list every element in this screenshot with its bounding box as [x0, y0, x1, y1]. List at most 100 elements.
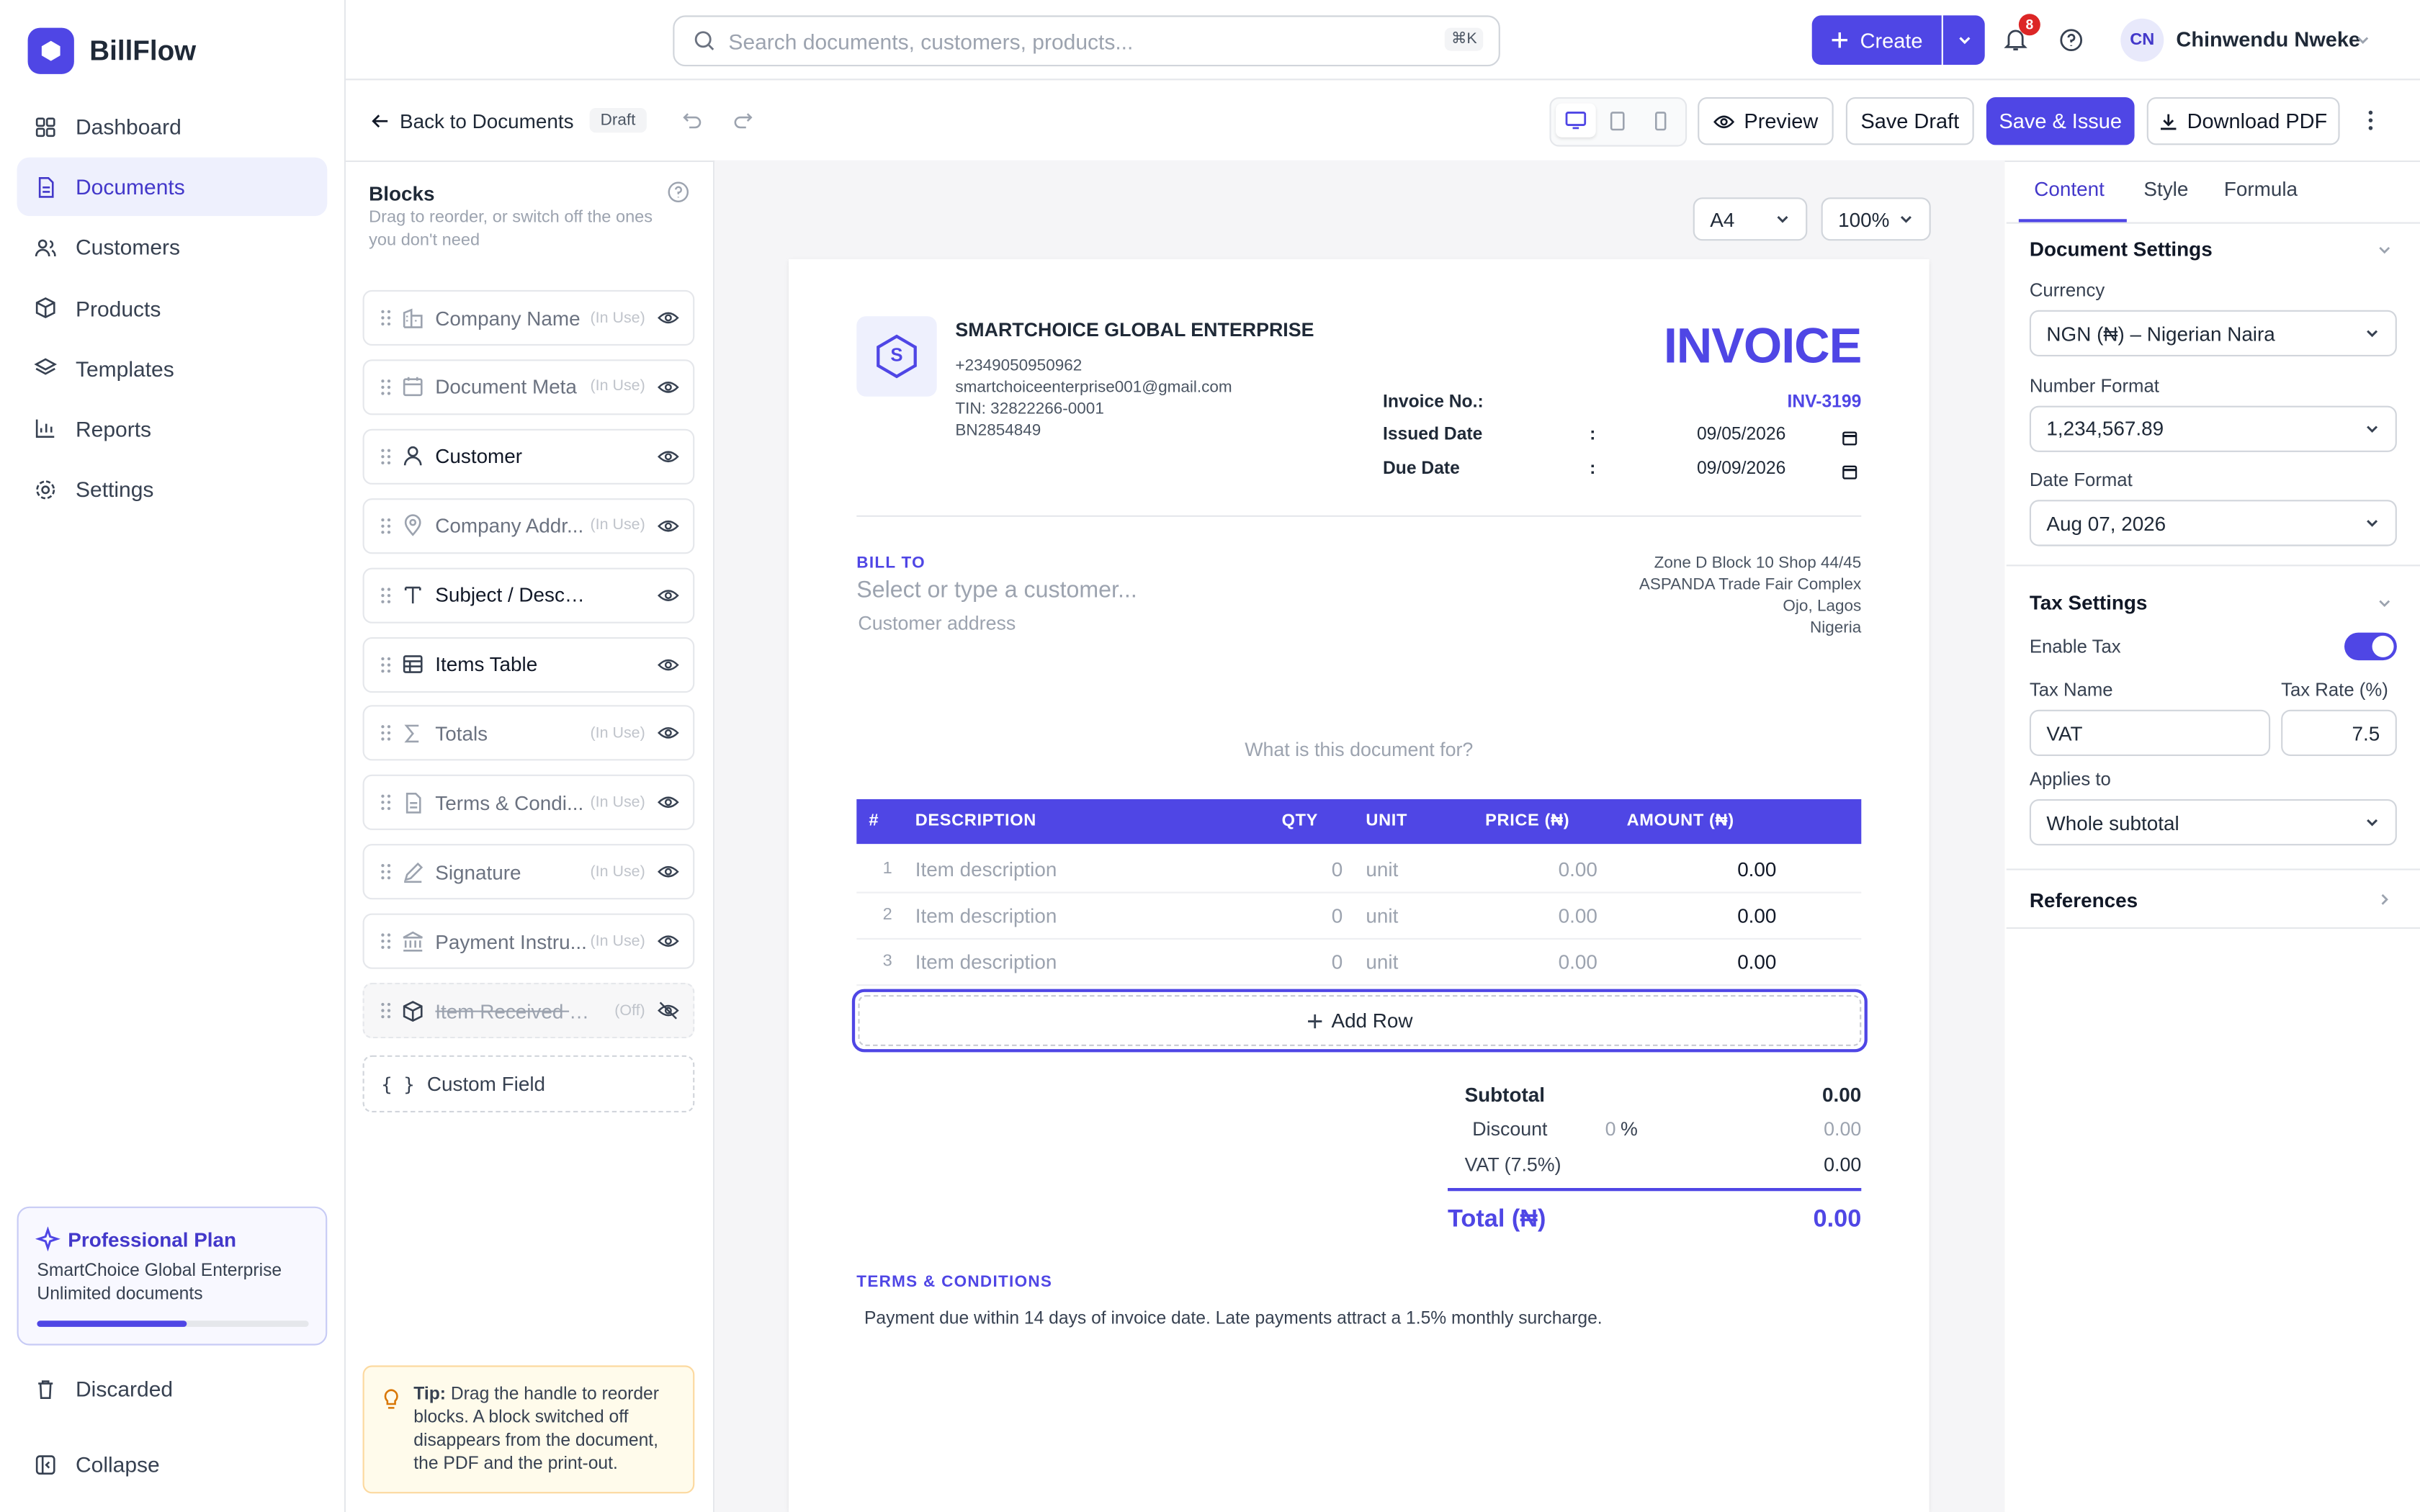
references-title[interactable]: References	[2029, 888, 2138, 912]
nav-item[interactable]: Documents	[17, 157, 328, 217]
settings-tab[interactable]: Formula	[2223, 177, 2298, 201]
enable-tax-toggle[interactable]	[2344, 632, 2397, 661]
create-menu-button[interactable]	[1942, 15, 1985, 65]
page-size-select[interactable]: A4	[1693, 197, 1808, 241]
drag-handle-wrap[interactable]	[380, 309, 392, 328]
mobile-view[interactable]	[1654, 111, 1667, 131]
add-row-button[interactable]: Add Row	[851, 989, 1868, 1053]
preview-button[interactable]: Preview	[1698, 97, 1834, 145]
download-pdf-button[interactable]: Download PDF	[2146, 97, 2340, 145]
document-settings-title[interactable]: Document Settings	[2029, 238, 2213, 261]
table-cell[interactable]: unit	[1366, 950, 1399, 974]
meta-value[interactable]: 09/05/2026	[1696, 426, 1786, 445]
tax-settings-title[interactable]: Tax Settings	[2029, 590, 2148, 614]
block-card[interactable]: Totals (In Use)	[362, 706, 695, 762]
meta-value[interactable]: 09/09/2026	[1696, 459, 1786, 478]
back-link[interactable]: Back to Documents	[370, 109, 574, 132]
table-cell[interactable]: 0	[1331, 904, 1343, 927]
help-icon[interactable]	[2059, 28, 2084, 53]
table-cell[interactable]: unit	[1366, 858, 1399, 881]
drag-handle-wrap[interactable]	[380, 724, 392, 743]
table-cell[interactable]: unit	[1366, 904, 1399, 927]
calendar-icon[interactable]	[1841, 461, 1858, 484]
visibility-toggle[interactable]	[658, 584, 679, 606]
blocks-help[interactable]	[667, 181, 690, 204]
nav-item[interactable]: Dashboard	[17, 97, 328, 156]
user-name[interactable]: Chinwendu Nweke	[2176, 27, 2360, 51]
avatar[interactable]: CN	[2120, 18, 2164, 62]
nav-item[interactable]: Settings	[17, 460, 328, 518]
nav-item[interactable]: Products	[17, 279, 328, 337]
drag-handle-wrap[interactable]	[380, 447, 392, 466]
visibility-toggle[interactable]	[658, 515, 679, 536]
visibility-toggle[interactable]	[658, 446, 679, 467]
field-select[interactable]: NGN (₦) – Nigerian Naira	[2029, 310, 2397, 356]
drag-handle-wrap[interactable]	[380, 863, 392, 881]
discarded-link[interactable]: Discarded	[34, 1376, 173, 1401]
more-menu[interactable]	[2367, 109, 2374, 131]
tablet-view[interactable]	[1610, 111, 1625, 131]
nav-item[interactable]: Reports	[17, 400, 328, 458]
nav-item[interactable]: Customers	[17, 218, 328, 276]
table-cell[interactable]: 0.00	[1558, 950, 1597, 974]
zoom-select[interactable]: 100%	[1821, 197, 1931, 241]
create-button[interactable]: Create	[1811, 15, 1942, 65]
block-card[interactable]: Signature (In Use)	[362, 844, 695, 900]
field-select[interactable]: Aug 07, 2026	[2029, 500, 2397, 547]
table-cell[interactable]: Item description	[915, 904, 1057, 927]
desktop-view[interactable]	[1556, 103, 1596, 138]
table-cell[interactable]: 0.00	[1558, 904, 1597, 927]
table-cell: 1	[882, 859, 892, 878]
drag-handle-wrap[interactable]	[380, 932, 392, 950]
table-cell[interactable]: 0	[1331, 858, 1343, 881]
block-card[interactable]: Subject / Description	[362, 567, 695, 623]
customer-placeholder[interactable]: Select or type a customer...	[856, 577, 1137, 603]
drag-handle-wrap[interactable]	[380, 655, 392, 674]
save-draft-button[interactable]: Save Draft	[1845, 97, 1974, 145]
visibility-toggle[interactable]	[658, 654, 679, 675]
tax-rate-input[interactable]: 7.5	[2281, 709, 2397, 756]
drag-handle-wrap[interactable]	[380, 378, 392, 397]
visibility-toggle[interactable]	[658, 723, 679, 744]
table-cell[interactable]: Item description	[915, 858, 1057, 881]
calendar-icon[interactable]	[1841, 428, 1858, 451]
save-issue-button[interactable]: Save & Issue	[1986, 97, 2135, 145]
drag-handle-wrap[interactable]	[380, 1002, 392, 1020]
applies-to-select[interactable]: Whole subtotal	[2029, 799, 2397, 846]
block-card[interactable]: Document Meta (In Use)	[362, 359, 695, 415]
table-cell[interactable]: 0	[1331, 950, 1343, 974]
visibility-toggle[interactable]	[658, 377, 679, 398]
drag-handle-wrap[interactable]	[380, 793, 392, 812]
block-card[interactable]: Terms & Condi... (In Use)	[362, 775, 695, 831]
nav-item[interactable]: Templates	[17, 339, 328, 397]
drag-handle-wrap[interactable]	[380, 585, 392, 604]
visibility-toggle[interactable]	[658, 1000, 679, 1022]
drag-handle-wrap[interactable]	[380, 516, 392, 535]
custom-field-button[interactable]: { } Custom Field	[362, 1055, 695, 1112]
block-card[interactable]: Customer	[362, 428, 695, 485]
table-cell[interactable]: 0.00	[1558, 858, 1597, 881]
block-card[interactable]: Item Received By (Off)	[362, 983, 695, 1039]
search-box[interactable]: Search documents, customers, products...…	[673, 15, 1500, 67]
block-card[interactable]: Items Table	[362, 636, 695, 693]
collapse-button[interactable]: Collapse	[34, 1452, 160, 1477]
plan-card[interactable]: Professional Plan SmartChoice Global Ent…	[17, 1206, 328, 1346]
settings-tab[interactable]: Style	[2143, 177, 2189, 201]
notifications-button[interactable]: 8	[2003, 14, 2040, 57]
settings-tab[interactable]: Content	[2034, 177, 2105, 201]
undo-button[interactable]	[682, 109, 702, 130]
visibility-toggle[interactable]	[658, 861, 679, 883]
redo-button[interactable]	[733, 109, 753, 130]
visibility-toggle[interactable]	[658, 307, 679, 328]
table-cell[interactable]: Item description	[915, 950, 1057, 974]
customer-address-placeholder[interactable]: Customer address	[858, 612, 1016, 634]
block-card[interactable]: Payment Instru... (In Use)	[362, 913, 695, 969]
visibility-toggle[interactable]	[658, 930, 679, 952]
tax-name-input[interactable]: VAT	[2029, 709, 2271, 756]
block-card[interactable]: Company Addr... (In Use)	[362, 498, 695, 554]
discount-rate[interactable]: 0	[1605, 1118, 1616, 1140]
visibility-toggle[interactable]	[658, 792, 679, 814]
field-select[interactable]: 1,234,567.89	[2029, 405, 2397, 452]
block-card[interactable]: Company Name (In Use)	[362, 289, 695, 346]
subject-placeholder[interactable]: What is this document for?	[1245, 739, 1474, 761]
